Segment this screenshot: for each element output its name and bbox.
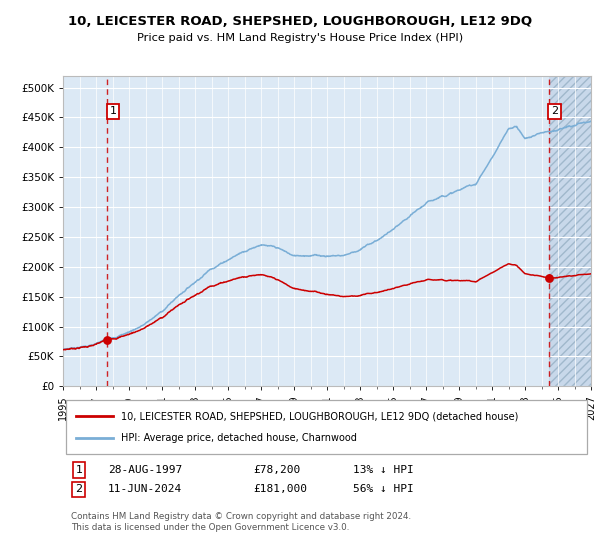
Text: 1: 1 [109, 106, 116, 116]
Text: £78,200: £78,200 [253, 465, 301, 475]
Text: 2: 2 [551, 106, 559, 116]
FancyBboxPatch shape [65, 400, 587, 454]
Text: HPI: Average price, detached house, Charnwood: HPI: Average price, detached house, Char… [121, 433, 357, 444]
Text: 1: 1 [76, 465, 82, 475]
Text: 10, LEICESTER ROAD, SHEPSHED, LOUGHBOROUGH, LE12 9DQ: 10, LEICESTER ROAD, SHEPSHED, LOUGHBOROU… [68, 15, 532, 28]
Text: 56% ↓ HPI: 56% ↓ HPI [353, 484, 414, 494]
Bar [63, 76, 549, 386]
Text: Price paid vs. HM Land Registry's House Price Index (HPI): Price paid vs. HM Land Registry's House … [137, 32, 463, 43]
Text: £181,000: £181,000 [253, 484, 307, 494]
Text: 13% ↓ HPI: 13% ↓ HPI [353, 465, 414, 475]
Text: Contains HM Land Registry data © Crown copyright and database right 2024.
This d: Contains HM Land Registry data © Crown c… [71, 512, 411, 531]
Point [102, 335, 112, 344]
Text: 11-JUN-2024: 11-JUN-2024 [108, 484, 182, 494]
Text: 28-AUG-1997: 28-AUG-1997 [108, 465, 182, 475]
Point [544, 274, 554, 283]
Text: 2: 2 [75, 484, 82, 494]
Text: 10, LEICESTER ROAD, SHEPSHED, LOUGHBOROUGH, LE12 9DQ (detached house): 10, LEICESTER ROAD, SHEPSHED, LOUGHBOROU… [121, 411, 518, 421]
Bar [549, 76, 591, 386]
